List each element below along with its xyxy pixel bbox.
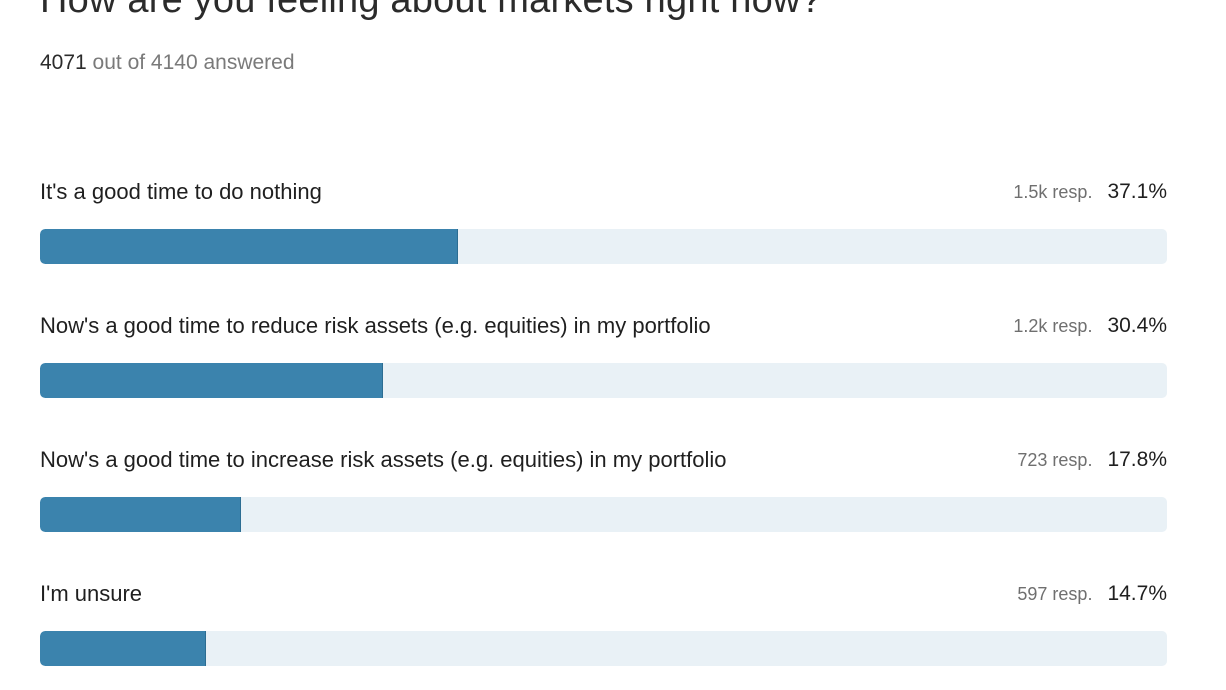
poll-option: Now's a good time to reduce risk assets … (40, 312, 1167, 402)
option-stats: 597 resp. 14.7% (1017, 580, 1167, 608)
result-bar-track (40, 363, 1167, 398)
option-label: Now's a good time to reduce risk assets … (40, 313, 711, 338)
result-bar-track (40, 497, 1167, 532)
poll-option: It's a good time to do nothing 1.5k resp… (40, 178, 1167, 268)
option-percent: 17.8% (1107, 448, 1167, 471)
response-count: 723 resp. (1017, 449, 1093, 470)
poll-title: How are you feeling about markets right … (40, 0, 822, 21)
poll-option: Now's a good time to increase risk asset… (40, 446, 1167, 536)
result-bar-track (40, 631, 1167, 666)
option-label: I'm unsure (40, 581, 143, 606)
option-percent: 30.4% (1107, 314, 1167, 337)
option-label: It's a good time to do nothing (40, 179, 322, 204)
result-bar-fill (40, 229, 459, 264)
option-stats: 723 resp. 17.8% (1017, 446, 1167, 474)
option-percent: 14.7% (1107, 582, 1167, 605)
answered-summary: 4071 out of 4140 answered (40, 50, 295, 76)
result-bar-fill (40, 497, 241, 532)
answered-count: 4071 (40, 51, 87, 74)
option-label: Now's a good time to increase risk asset… (40, 447, 727, 472)
response-count: 1.2k resp. (1013, 315, 1093, 336)
answered-suffix: out of 4140 answered (86, 51, 295, 74)
result-bar-fill (40, 631, 206, 666)
result-bar-track (40, 229, 1167, 264)
response-count: 1.5k resp. (1013, 181, 1093, 202)
option-stats: 1.5k resp. 37.1% (1013, 178, 1167, 206)
option-stats: 1.2k resp. 30.4% (1013, 312, 1167, 340)
option-percent: 37.1% (1107, 180, 1167, 203)
poll-option: I'm unsure 597 resp. 14.7% (40, 580, 1167, 670)
result-bar-fill (40, 363, 383, 398)
response-count: 597 resp. (1017, 583, 1093, 604)
